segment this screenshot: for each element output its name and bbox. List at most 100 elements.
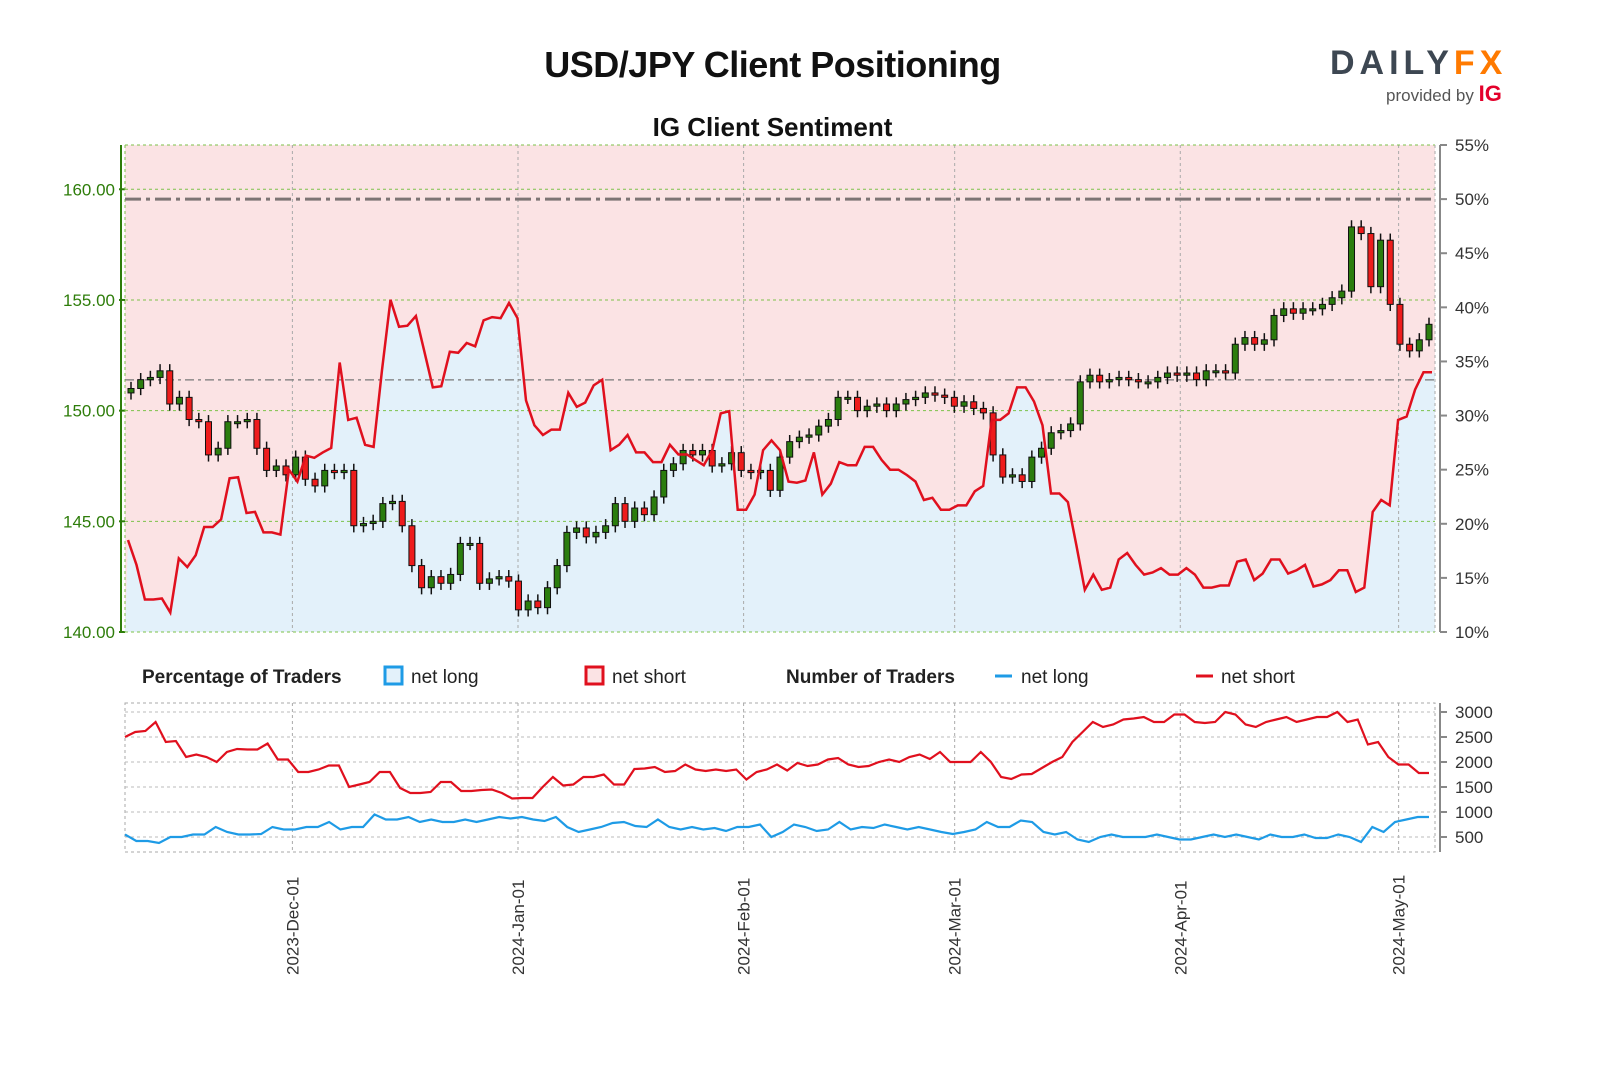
candle-body [137, 379, 145, 389]
candle-body [1222, 370, 1230, 374]
chart-title: USD/JPY Client Positioning [544, 44, 1001, 85]
candle-body [970, 401, 978, 409]
candle-body [321, 469, 329, 487]
candle-body [243, 418, 251, 423]
candle-body [514, 580, 522, 611]
candle-body [369, 520, 377, 525]
traders-tick-label: 2500 [1455, 728, 1493, 747]
legend-pct-short-swatch [584, 665, 605, 686]
candle-body [1096, 374, 1104, 383]
candle-body [1067, 423, 1075, 432]
candle-body [1057, 430, 1065, 434]
candle-body [427, 576, 435, 589]
candle-body [195, 418, 203, 423]
percent-tick-label: 10% [1455, 623, 1489, 642]
candle-body [1280, 308, 1288, 316]
traders-panel-border [124, 702, 1436, 853]
percent-tick-label: 30% [1455, 407, 1489, 426]
candle-body [844, 396, 852, 400]
x-tick-label: 2024-Feb-01 [735, 878, 754, 975]
percent-tick-label: 45% [1455, 244, 1489, 263]
candle-body [815, 425, 823, 436]
percent-tick-label: 20% [1455, 515, 1489, 534]
x-tick-label: 2024-Mar-01 [946, 878, 965, 975]
logo-brand-main: DAILY [1330, 44, 1454, 82]
candle-body [1193, 372, 1201, 381]
percent-tick-label: 35% [1455, 352, 1489, 371]
candle-body [146, 376, 154, 381]
candle-body [1105, 379, 1113, 383]
candle-body [621, 503, 629, 522]
candle-body [853, 396, 861, 412]
x-tick-label: 2023-Dec-01 [283, 877, 302, 975]
candle-body [766, 469, 774, 491]
candle-body [1386, 239, 1394, 305]
candle-body [175, 396, 183, 405]
candle-body [912, 396, 920, 401]
candle-body [921, 392, 929, 398]
x-tick-label: 2024-Jan-01 [509, 880, 528, 975]
candle-body [505, 576, 513, 582]
candle-body [1241, 337, 1249, 345]
candle-body [1251, 337, 1259, 345]
candle-body [1260, 339, 1268, 345]
candle-body [1328, 297, 1336, 305]
candle-body [398, 500, 406, 527]
candle-body [873, 403, 881, 407]
logo-brand-accent: FX [1453, 44, 1508, 82]
candle-body [1299, 308, 1307, 314]
candle-body [156, 370, 164, 378]
candle-body [1425, 323, 1433, 341]
candle-body [350, 469, 358, 527]
candle-body [747, 469, 755, 474]
candle-body [1115, 376, 1123, 381]
price-tick-label: 150.00 [63, 402, 115, 421]
candle-body [1309, 308, 1317, 312]
candle-body [379, 503, 387, 522]
candle-body [1231, 343, 1239, 374]
candle-body [795, 436, 803, 443]
price-tick-label: 140.00 [63, 623, 115, 642]
candle-body [476, 542, 484, 584]
candle-body [631, 507, 639, 522]
candle-body [1047, 432, 1055, 449]
percent-tick-label: 55% [1455, 136, 1489, 155]
percent-tick-label: 40% [1455, 298, 1489, 317]
candle-body [776, 456, 784, 491]
price-tick-label: 160.00 [63, 180, 115, 199]
candle-body [1076, 381, 1084, 425]
candle-body [292, 456, 300, 476]
traders-tick-label: 3000 [1455, 703, 1493, 722]
candle-body [1212, 370, 1220, 374]
candle-body [1289, 308, 1297, 314]
candle-body [418, 565, 426, 589]
candle-body [234, 421, 242, 425]
logo-provided-by: provided by [1386, 86, 1474, 105]
net-short-traders-line [124, 710, 1429, 800]
candle-body [1270, 314, 1278, 341]
candle-body [456, 542, 464, 575]
candle-body [204, 421, 212, 456]
candle-body [408, 525, 416, 567]
candle-body [485, 578, 493, 584]
candle-body [1008, 474, 1016, 478]
candle-body [660, 469, 668, 498]
traders-tick-label: 2000 [1455, 753, 1493, 772]
candle-body [679, 449, 687, 465]
candle-body [1173, 372, 1181, 376]
dailyfx-logo: DAILYFX provided by IG [1330, 44, 1550, 107]
candle-body [330, 469, 338, 474]
candle-body [892, 403, 900, 412]
candle-body [544, 587, 552, 609]
candle-body [824, 418, 832, 427]
candle-body [611, 503, 619, 527]
traders-tick-label: 1500 [1455, 778, 1493, 797]
candle-body [1183, 372, 1191, 376]
candle-body [534, 600, 542, 609]
candle-body [185, 396, 193, 420]
candle-body [214, 447, 222, 456]
candle-body [1202, 370, 1210, 381]
candle-body [786, 441, 794, 458]
legend: Percentage of Traders net long net short… [142, 665, 1296, 688]
candle-body [1406, 343, 1414, 352]
